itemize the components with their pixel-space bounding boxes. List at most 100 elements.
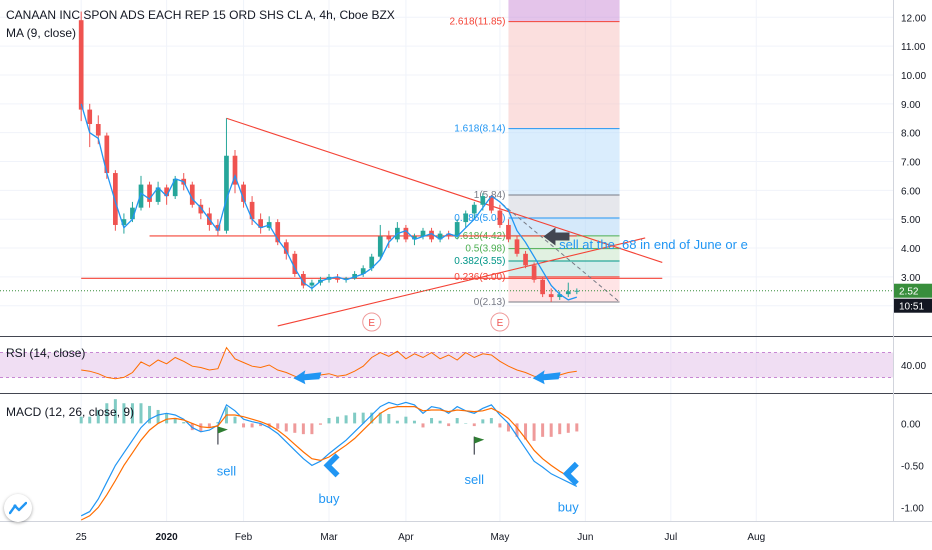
macd-histogram-bar xyxy=(250,423,254,428)
macd-histogram-bar xyxy=(404,416,408,424)
macd-histogram-bar xyxy=(233,416,237,424)
price-pane[interactable]: 12.00 11.00 10.00 9.00 8.00 7.00 6.00 5.00 4.00 3… xyxy=(0,0,932,521)
candle-body xyxy=(412,236,417,240)
rsi-line xyxy=(81,346,577,380)
candle-body xyxy=(292,253,298,274)
macd-histogram-bar xyxy=(361,412,365,424)
macd-histogram-bar xyxy=(455,418,459,424)
macd-histogram-bar xyxy=(148,405,152,424)
macd-histogram-bar xyxy=(506,423,510,432)
time-tick-label: Jul xyxy=(664,532,677,543)
macd-histogram-bar xyxy=(199,423,203,432)
candle-body xyxy=(241,184,246,202)
macd-histogram-bar xyxy=(156,409,160,424)
time-axis[interactable]: 25 2020 Feb Mar Apr May Jun Jul Aug xyxy=(76,532,766,543)
fib-zone-3 xyxy=(508,194,620,219)
macd-annotation-text: sell xyxy=(217,463,237,478)
rsi-arrow-icon xyxy=(532,370,561,385)
sell-arrow-icon xyxy=(543,227,570,246)
candle-body xyxy=(420,230,426,237)
rsi-legend: RSI (14, close) xyxy=(6,346,86,360)
macd-histogram-bar xyxy=(182,422,186,424)
candle-body xyxy=(386,236,392,240)
fib-level-label: 2.618(11.85) xyxy=(449,17,505,28)
countdown-tag xyxy=(894,298,932,313)
rsi-arrow-icon xyxy=(293,370,322,385)
macd-histogram-bar xyxy=(498,423,502,428)
macd-annotation-text: buy xyxy=(558,500,579,515)
time-tick-label: Feb xyxy=(235,532,253,543)
macd-tick-label: 0.00 xyxy=(901,419,921,430)
macd-tick-label: -1.00 xyxy=(901,503,924,514)
candle-body xyxy=(369,256,375,269)
macd-histogram-bar xyxy=(370,412,374,424)
macd-legend: MACD (12, 26, close, 9) xyxy=(6,405,135,419)
macd-histogram-bar xyxy=(481,419,485,424)
candle-body xyxy=(104,135,110,174)
macd-histogram-bar xyxy=(395,420,399,424)
macd-histogram-bar xyxy=(122,403,126,424)
macd-histogram-bar xyxy=(79,416,83,424)
ma-line xyxy=(80,103,578,301)
fib-level-label: 1.618(8.14) xyxy=(454,124,505,135)
candle-body xyxy=(189,184,195,205)
candle-body xyxy=(352,273,357,279)
time-tick-label: Aug xyxy=(747,532,765,543)
macd-histogram-bar xyxy=(105,403,109,424)
macd-histogram-bar xyxy=(96,409,100,424)
price-tick-label: 5.00 xyxy=(901,215,921,226)
macd-line xyxy=(80,401,578,517)
time-tick-label: May xyxy=(490,532,509,543)
macd-histogram-bar xyxy=(88,416,92,424)
candle-body xyxy=(506,224,511,240)
symbol-title: CANAAN INC SPON ADS EACH REP 15 ORD SHS … xyxy=(6,8,395,22)
candle-body xyxy=(454,222,460,237)
fib-zone-8 xyxy=(508,276,620,302)
candle-body xyxy=(335,276,340,280)
candle-body xyxy=(437,233,443,240)
candle-body xyxy=(343,278,349,280)
candle-body xyxy=(548,294,554,298)
trend-line-1[interactable] xyxy=(226,117,663,263)
candle-body xyxy=(480,196,486,205)
macd-histogram-bar xyxy=(139,403,143,424)
countdown-value: 10:51 xyxy=(899,302,924,313)
price-tick-label: 3.00 xyxy=(901,273,921,284)
fib-level-label: 0.5(3.98) xyxy=(465,244,505,255)
earnings-marker[interactable] xyxy=(490,312,510,332)
candle-body xyxy=(275,222,281,243)
macd-pane[interactable]: 0.00 -0.50 -1.00 sell buy sell buy xyxy=(79,399,925,521)
macd-histogram-bar xyxy=(489,418,493,424)
logo-glyph xyxy=(9,501,27,515)
earnings-marker[interactable] xyxy=(362,312,382,332)
trend-line-2[interactable] xyxy=(277,237,646,327)
macd-histogram-bar xyxy=(464,423,468,424)
candle-body xyxy=(540,279,545,295)
candle-body xyxy=(198,204,204,214)
macd-histogram-bar xyxy=(532,423,536,441)
fib-zone-2 xyxy=(508,128,620,195)
rsi-pane[interactable]: 40.00 xyxy=(0,346,926,385)
macd-annotation-text: sell xyxy=(465,472,485,487)
candle-body xyxy=(301,273,306,286)
macd-histogram-bar xyxy=(293,423,297,433)
macd-histogram-bar xyxy=(558,423,562,435)
tradingview-logo-icon[interactable] xyxy=(4,494,32,522)
macd-annotation-text: buy xyxy=(319,491,340,506)
macd-histogram-bar xyxy=(412,420,416,424)
macd-histogram-bar xyxy=(242,423,246,428)
candle-body xyxy=(309,282,315,286)
macd-histogram-bar xyxy=(515,423,519,437)
candle-body xyxy=(531,265,537,280)
candle-body xyxy=(463,213,469,223)
ma-legend: MA (9, close) xyxy=(6,26,77,40)
price-tick-label: 11.00 xyxy=(901,42,926,53)
candle-body xyxy=(283,242,289,254)
flag-icon xyxy=(217,426,228,434)
price-tick-label: 12.00 xyxy=(901,13,926,24)
macd-histogram-bar xyxy=(336,416,340,424)
candle-body xyxy=(514,239,520,254)
price-tick-label: 7.00 xyxy=(901,158,921,169)
